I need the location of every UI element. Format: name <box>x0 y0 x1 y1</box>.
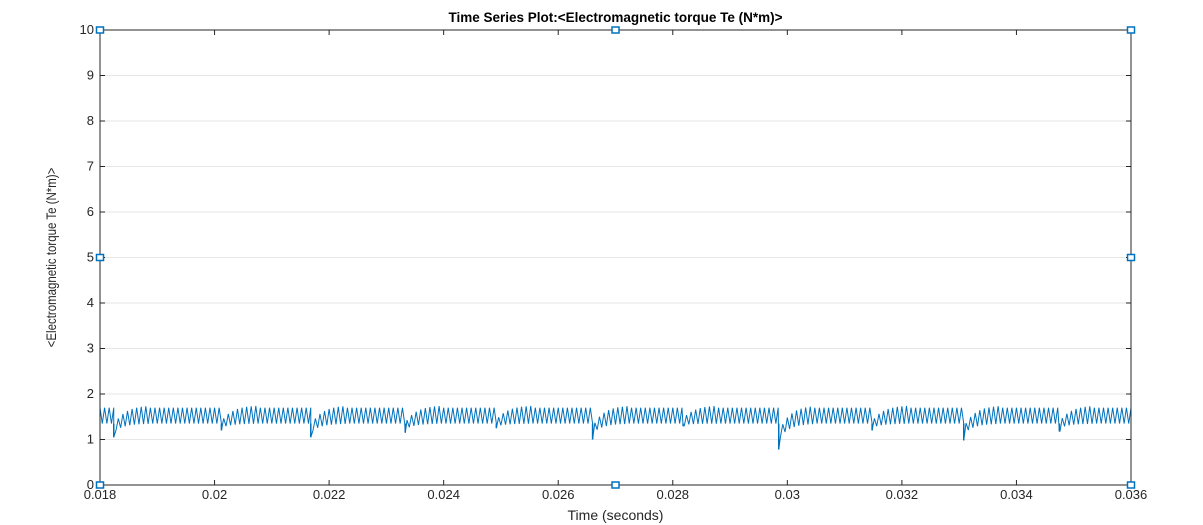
y-tick-label-1: 1 <box>87 432 94 447</box>
x-tick-label-7: 0.032 <box>886 487 919 502</box>
series-line-torque <box>99 405 1132 450</box>
y-tick-label-9: 9 <box>87 68 94 83</box>
x-tick-label-0: 0.018 <box>84 487 117 502</box>
resize-handle-1[interactable] <box>611 26 620 34</box>
x-tick-label-4: 0.026 <box>542 487 575 502</box>
y-tick-label-7: 7 <box>87 159 94 174</box>
resize-handles <box>95 26 1136 489</box>
x-tick-label-3: 0.024 <box>427 487 460 502</box>
x-tick-label-8: 0.034 <box>1000 487 1033 502</box>
y-tick-label-3: 3 <box>87 341 94 356</box>
x-tick-label-1: 0.02 <box>202 487 227 502</box>
x-tick-label-2: 0.022 <box>313 487 346 502</box>
y-tick-label-4: 4 <box>87 295 94 310</box>
resize-handle-4[interactable] <box>1126 253 1136 262</box>
y-tick-label-0: 0 <box>87 477 94 492</box>
resize-handle-2[interactable] <box>1126 26 1136 34</box>
x-tick-label-5: 0.028 <box>657 487 690 502</box>
grid-lines <box>100 75 1131 440</box>
x-tick-labels: 0.018 0.02 0.022 0.024 0.026 0.028 0.03 0.032 0.… <box>84 487 1148 502</box>
y-tick-label-10: 10 <box>80 22 94 37</box>
resize-handle-3[interactable] <box>95 253 105 262</box>
x-tick-label-6: 0.03 <box>775 487 800 502</box>
resize-handle-5[interactable] <box>95 481 105 489</box>
chart-title: Time Series Plot:<Electromagnetic torque… <box>448 10 782 25</box>
resize-handle-7[interactable] <box>1126 481 1136 489</box>
resize-handle-0[interactable] <box>95 26 105 34</box>
y-tick-labels: 0 1 2 3 4 5 6 7 8 9 10 <box>80 22 94 492</box>
x-axis-label: Time (seconds) <box>568 507 664 523</box>
y-tick-label-6: 6 <box>87 204 94 219</box>
resize-handle-6[interactable] <box>611 481 620 489</box>
y-tick-label-2: 2 <box>87 386 94 401</box>
x-tick-label-9: 0.036 <box>1115 487 1148 502</box>
y-tick-label-8: 8 <box>87 113 94 128</box>
y-axis-label: <Electromagnetic torque Te (N*m)> <box>43 168 59 348</box>
series-layer <box>99 405 1132 450</box>
y-tick-label-5: 5 <box>87 250 94 265</box>
